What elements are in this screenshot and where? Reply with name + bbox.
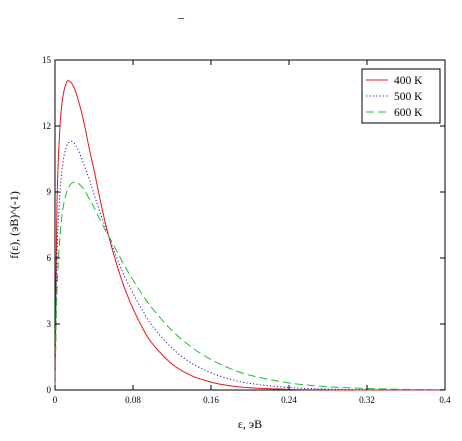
legend-label: 400 K bbox=[394, 75, 423, 87]
y-tick-label: 15 bbox=[42, 55, 52, 65]
legend-label: 600 K bbox=[394, 107, 423, 119]
series-group bbox=[54, 80, 446, 391]
y-tick-label: 12 bbox=[42, 121, 51, 131]
y-tick-label: 6 bbox=[47, 253, 52, 263]
y-tick-label: 9 bbox=[47, 187, 52, 197]
series-line-500-k bbox=[54, 140, 446, 391]
x-axis-title: ε, эВ bbox=[238, 417, 262, 431]
x-tick-label: 0.4 bbox=[439, 395, 451, 405]
y-axis-title: f(ε), (эВ)^(-1) bbox=[7, 191, 21, 259]
x-tick-label: 0 bbox=[53, 395, 58, 405]
axes: 0 0.08 0.16 0.24 0.32 0.4 0 3 6 9 12 15 bbox=[42, 55, 451, 405]
legend-box bbox=[361, 68, 441, 124]
x-tick-label: 0.08 bbox=[125, 395, 141, 405]
series-line-600-k bbox=[54, 181, 446, 391]
x-tick-label: 0.16 bbox=[203, 395, 219, 405]
plot-frame bbox=[54, 59, 446, 391]
top-mark: _ bbox=[178, 6, 184, 20]
y-tick-label: 0 bbox=[47, 385, 52, 395]
y-tick-label: 3 bbox=[47, 319, 52, 329]
x-tick-label: 0.32 bbox=[359, 395, 375, 405]
legend-label: 500 K bbox=[394, 91, 423, 103]
series-line-400-k bbox=[54, 80, 446, 391]
legend: 400 K 500 K 600 K bbox=[361, 68, 441, 124]
plot-area bbox=[54, 59, 446, 391]
x-tick-label: 0.24 bbox=[281, 395, 297, 405]
